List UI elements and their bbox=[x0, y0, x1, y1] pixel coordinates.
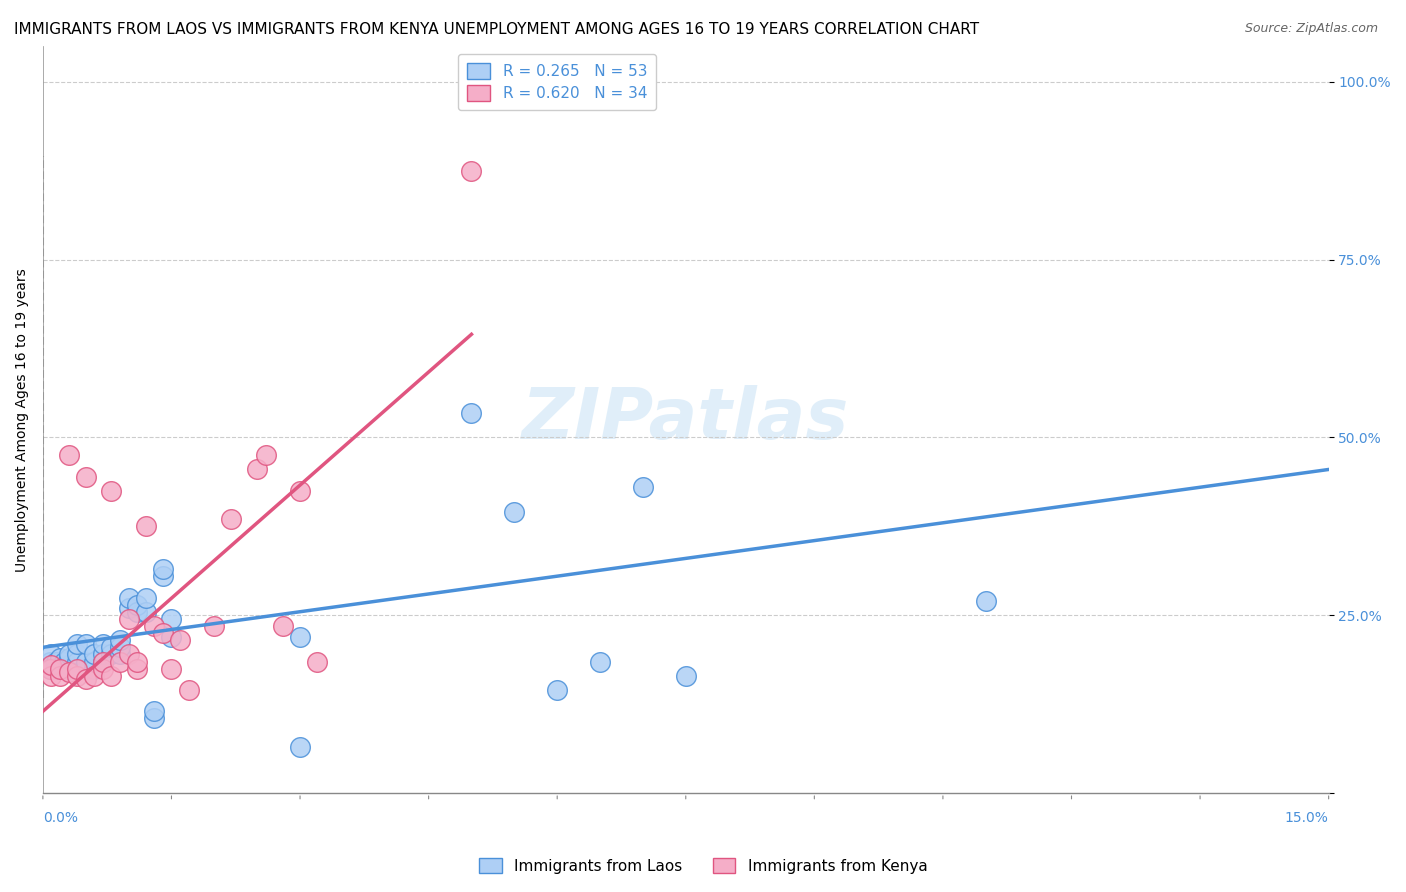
Point bbox=[152, 626, 174, 640]
Point bbox=[75, 637, 97, 651]
Point bbox=[152, 569, 174, 583]
Point bbox=[66, 662, 89, 676]
Point bbox=[160, 662, 183, 676]
Point bbox=[143, 711, 166, 725]
Point bbox=[58, 662, 80, 676]
Point bbox=[58, 448, 80, 462]
Point bbox=[66, 648, 89, 662]
Point bbox=[288, 630, 311, 644]
Point bbox=[49, 662, 72, 676]
Point bbox=[460, 163, 482, 178]
Point bbox=[127, 662, 149, 676]
Point bbox=[135, 591, 157, 605]
Point bbox=[91, 662, 114, 676]
Point bbox=[589, 655, 612, 669]
Point bbox=[41, 648, 63, 662]
Point bbox=[66, 655, 89, 669]
Point bbox=[58, 651, 80, 665]
Point bbox=[100, 640, 122, 655]
Point bbox=[108, 648, 131, 662]
Point bbox=[546, 683, 568, 698]
Text: Source: ZipAtlas.com: Source: ZipAtlas.com bbox=[1244, 22, 1378, 36]
Point bbox=[83, 648, 105, 662]
Point bbox=[66, 669, 89, 683]
Text: IMMIGRANTS FROM LAOS VS IMMIGRANTS FROM KENYA UNEMPLOYMENT AMONG AGES 16 TO 19 Y: IMMIGRANTS FROM LAOS VS IMMIGRANTS FROM … bbox=[14, 22, 979, 37]
Point bbox=[49, 658, 72, 673]
Point bbox=[66, 637, 89, 651]
Point bbox=[58, 658, 80, 673]
Point bbox=[108, 640, 131, 655]
Point bbox=[45, 662, 67, 676]
Point bbox=[631, 480, 654, 494]
Point bbox=[83, 669, 105, 683]
Point bbox=[38, 662, 60, 676]
Point bbox=[38, 655, 60, 669]
Point bbox=[45, 655, 67, 669]
Point bbox=[974, 594, 997, 608]
Point bbox=[152, 562, 174, 576]
Point bbox=[460, 406, 482, 420]
Point bbox=[254, 448, 277, 462]
Point bbox=[83, 655, 105, 669]
Point bbox=[246, 462, 269, 476]
Point bbox=[127, 598, 149, 612]
Point bbox=[75, 662, 97, 676]
Point bbox=[49, 662, 72, 676]
Text: 0.0%: 0.0% bbox=[44, 811, 77, 825]
Point bbox=[160, 630, 183, 644]
Point bbox=[41, 662, 63, 676]
Text: ZIPatlas: ZIPatlas bbox=[522, 385, 849, 454]
Text: 15.0%: 15.0% bbox=[1285, 811, 1329, 825]
Point bbox=[271, 619, 294, 633]
Point bbox=[108, 655, 131, 669]
Point bbox=[503, 505, 526, 519]
Point bbox=[83, 662, 105, 676]
Point bbox=[41, 658, 63, 673]
Point bbox=[91, 655, 114, 669]
Point bbox=[41, 669, 63, 683]
Point bbox=[100, 483, 122, 498]
Point bbox=[143, 619, 166, 633]
Point bbox=[49, 651, 72, 665]
Legend: R = 0.265   N = 53, R = 0.620   N = 34: R = 0.265 N = 53, R = 0.620 N = 34 bbox=[458, 54, 657, 111]
Point bbox=[58, 665, 80, 680]
Point bbox=[100, 648, 122, 662]
Point bbox=[135, 605, 157, 619]
Point bbox=[307, 655, 329, 669]
Point bbox=[143, 704, 166, 718]
Point bbox=[117, 591, 139, 605]
Point bbox=[108, 633, 131, 648]
Point bbox=[288, 483, 311, 498]
Y-axis label: Unemployment Among Ages 16 to 19 years: Unemployment Among Ages 16 to 19 years bbox=[15, 268, 30, 572]
Point bbox=[75, 673, 97, 687]
Point bbox=[91, 655, 114, 669]
Point bbox=[53, 655, 76, 669]
Point bbox=[117, 601, 139, 615]
Point bbox=[127, 655, 149, 669]
Point bbox=[288, 739, 311, 754]
Point bbox=[221, 512, 243, 526]
Point bbox=[66, 662, 89, 676]
Legend: Immigrants from Laos, Immigrants from Kenya: Immigrants from Laos, Immigrants from Ke… bbox=[472, 852, 934, 880]
Point bbox=[135, 519, 157, 533]
Point bbox=[91, 637, 114, 651]
Point bbox=[117, 612, 139, 626]
Point bbox=[75, 655, 97, 669]
Point bbox=[160, 612, 183, 626]
Point bbox=[127, 605, 149, 619]
Point bbox=[177, 683, 200, 698]
Point bbox=[675, 669, 697, 683]
Point bbox=[202, 619, 225, 633]
Point bbox=[169, 633, 191, 648]
Point bbox=[91, 648, 114, 662]
Point bbox=[58, 648, 80, 662]
Point bbox=[75, 469, 97, 483]
Point bbox=[53, 662, 76, 676]
Point bbox=[49, 669, 72, 683]
Point bbox=[100, 669, 122, 683]
Point bbox=[117, 648, 139, 662]
